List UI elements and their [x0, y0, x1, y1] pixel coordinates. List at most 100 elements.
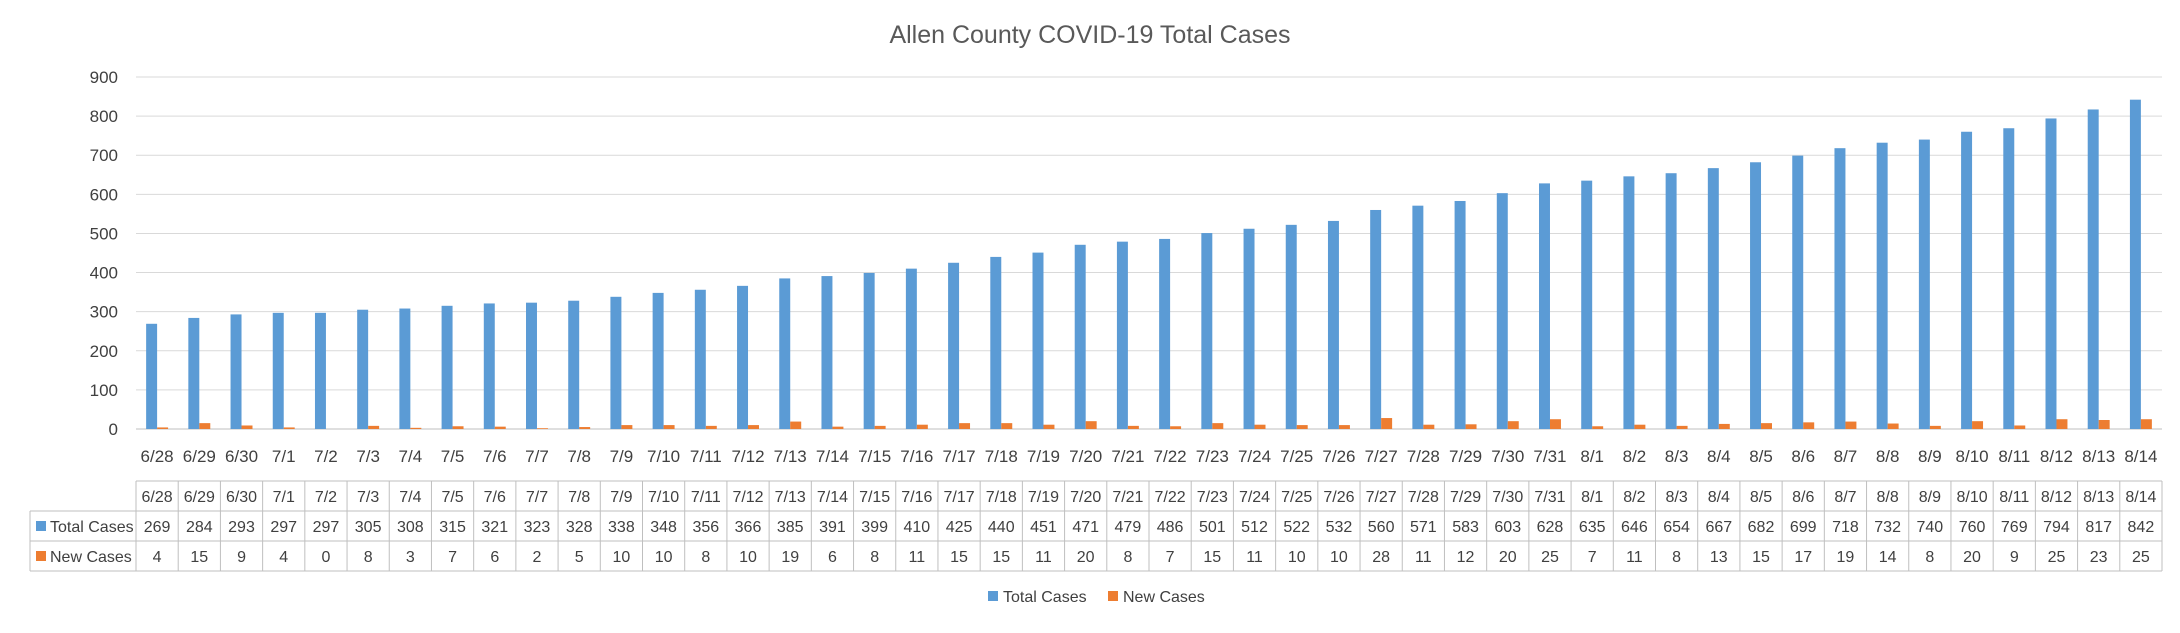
bar-new-cases: [832, 426, 844, 429]
table-value-cell: 11: [1035, 549, 1052, 566]
bar-total-cases: [399, 308, 411, 429]
bar-total-cases: [779, 278, 791, 429]
bar-total-cases: [1792, 155, 1804, 429]
x-tick-label: 7/12: [731, 447, 764, 466]
bar-total-cases: [1539, 183, 1550, 429]
table-header-cell: 8/11: [1999, 489, 2029, 506]
table-value-cell: 7: [1166, 549, 1175, 566]
table-value-cell: 0: [321, 549, 330, 566]
x-tick-label: 7/19: [1027, 447, 1060, 466]
table-value-cell: 10: [739, 549, 757, 566]
table-value-cell: 11: [1626, 549, 1643, 566]
table-value-cell: 425: [946, 519, 973, 536]
bar-new-cases: [241, 425, 253, 429]
table-header-cell: 7/26: [1323, 489, 1354, 506]
bar-total-cases: [1750, 162, 1762, 430]
table-value-cell: 19: [781, 549, 799, 566]
bar-total-cases: [1623, 176, 1635, 429]
table-header-cell: 7/10: [648, 489, 679, 506]
bar-total-cases: [526, 302, 537, 429]
table-value-cell: 479: [1115, 519, 1142, 536]
bar-total-cases: [314, 312, 326, 429]
x-tick-label: 7/6: [483, 447, 507, 466]
legend-label: Total Cases: [1003, 589, 1087, 606]
table-value-cell: 25: [2048, 549, 2066, 566]
x-tick-label: 7/3: [356, 447, 380, 466]
x-tick-label: 7/30: [1491, 447, 1524, 466]
x-tick-label: 7/2: [314, 447, 338, 466]
table-value-cell: 560: [1368, 519, 1395, 536]
table-value-cell: 10: [655, 549, 673, 566]
table-value-cell: 794: [2043, 519, 2070, 536]
table-value-cell: 323: [524, 519, 551, 536]
bar-new-cases: [1338, 425, 1350, 429]
bar-total-cases: [652, 292, 664, 429]
table-header-cell: 7/19: [1028, 489, 1059, 506]
bar-total-cases: [2087, 109, 2099, 429]
table-value-cell: 356: [692, 519, 719, 536]
y-tick-label: 200: [90, 342, 118, 361]
table-value-cell: 9: [2010, 549, 2019, 566]
table-value-cell: 338: [608, 519, 635, 536]
bar-new-cases: [1507, 421, 1519, 429]
table-value-cell: 19: [1837, 549, 1855, 566]
bar-new-cases: [1423, 424, 1435, 429]
table-header-cell: 7/31: [1534, 489, 1565, 506]
bar-new-cases: [621, 425, 633, 429]
table-value-cell: 628: [1537, 519, 1564, 536]
bar-total-cases: [272, 312, 284, 429]
bar-total-cases: [610, 296, 622, 429]
bar-total-cases: [146, 323, 158, 429]
y-tick-label: 600: [90, 185, 118, 204]
table-value-cell: 667: [1705, 519, 1732, 536]
x-tick-label: 7/24: [1238, 447, 1271, 466]
bar-new-cases: [1676, 425, 1688, 429]
y-tick-label: 900: [90, 68, 118, 87]
table-header-cell: 7/24: [1239, 489, 1270, 506]
table-value-cell: 12: [1457, 549, 1475, 566]
table-value-cell: 11: [909, 549, 926, 566]
table-value-cell: 297: [270, 519, 297, 536]
bar-new-cases: [1887, 423, 1899, 429]
table-header-cell: 6/30: [226, 489, 257, 506]
table-value-cell: 682: [1748, 519, 1775, 536]
bar-total-cases: [1707, 168, 1719, 429]
table-value-cell: 385: [777, 519, 804, 536]
table-header-cell: 7/6: [484, 489, 506, 506]
bar-total-cases: [1412, 205, 1424, 429]
table-value-cell: 8: [1925, 549, 1934, 566]
table-value-cell: 293: [228, 519, 255, 536]
table-value-cell: 10: [612, 549, 630, 566]
table-header-cell: 8/10: [1956, 489, 1987, 506]
x-tick-label: 8/2: [1623, 447, 1647, 466]
table-header-cell: 8/14: [2125, 489, 2156, 506]
bar-new-cases: [874, 425, 886, 429]
bar-new-cases: [2098, 420, 2110, 429]
x-tick-label: 7/7: [525, 447, 549, 466]
table-header-cell: 7/14: [817, 489, 848, 506]
table-legend-key: [36, 551, 46, 561]
table-value-cell: 391: [819, 519, 846, 536]
table-value-cell: 4: [153, 549, 162, 566]
table-series-name: New Cases: [50, 549, 132, 566]
bar-total-cases: [357, 309, 369, 429]
table-value-cell: 635: [1579, 519, 1606, 536]
table-value-cell: 699: [1790, 519, 1817, 536]
bar-total-cases: [948, 262, 960, 429]
bar-new-cases: [283, 427, 295, 429]
x-tick-label: 7/14: [816, 447, 849, 466]
bar-new-cases: [1212, 423, 1224, 429]
bar-new-cases: [1043, 424, 1055, 429]
bar-new-cases: [410, 427, 422, 429]
table-header-cell: 7/11: [691, 489, 721, 506]
table-value-cell: 9: [237, 549, 246, 566]
bar-total-cases: [1032, 252, 1044, 429]
table-value-cell: 817: [2085, 519, 2112, 536]
legend-label: New Cases: [1123, 589, 1205, 606]
table-value-cell: 269: [144, 519, 171, 536]
table-value-cell: 15: [1203, 549, 1221, 566]
table-value-cell: 654: [1663, 519, 1690, 536]
table-header-cell: 7/4: [399, 489, 421, 506]
table-header-cell: 7/7: [526, 489, 548, 506]
